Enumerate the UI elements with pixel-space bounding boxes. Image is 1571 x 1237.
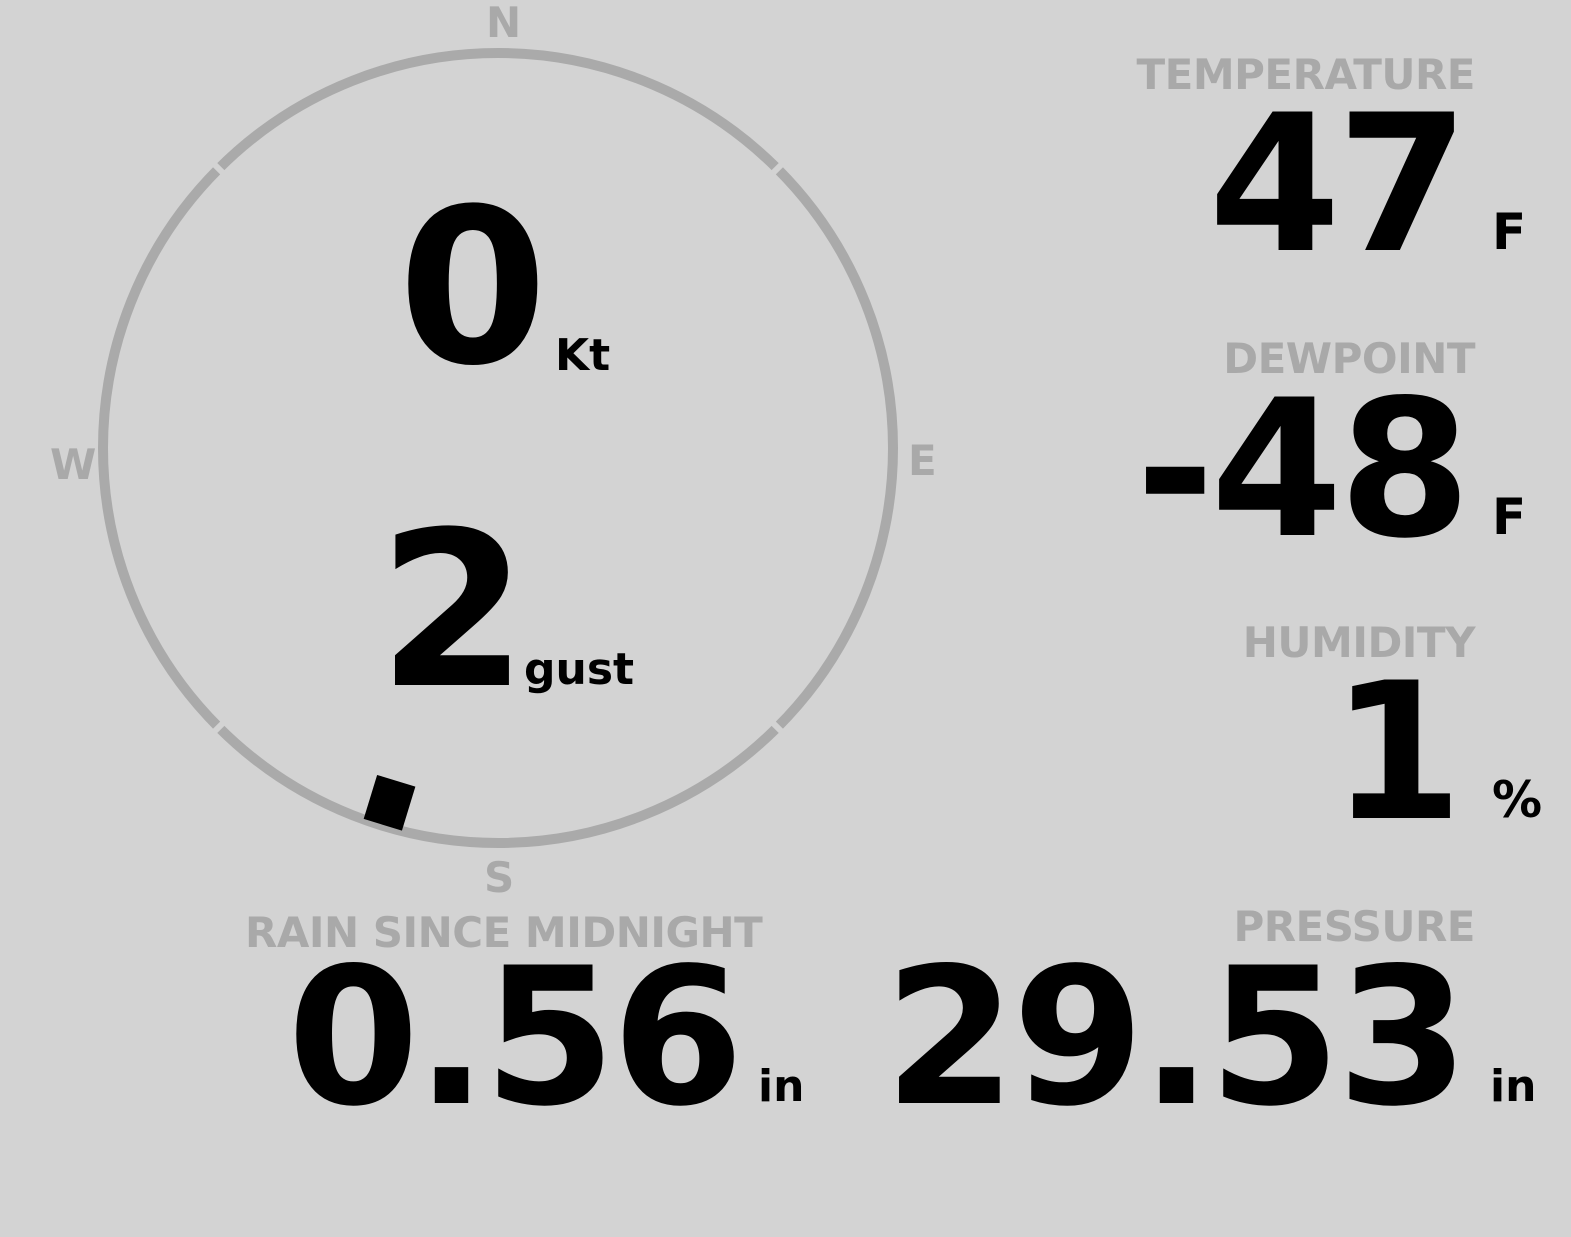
temperature-label: TEMPERATURE xyxy=(1136,50,1476,99)
wind-speed-unit: Kt xyxy=(555,330,611,381)
wind-direction-marker xyxy=(363,774,416,831)
rain-unit: in xyxy=(758,1061,805,1112)
compass-ring xyxy=(98,48,898,848)
compass-west: W xyxy=(50,440,97,489)
dewpoint-unit: F xyxy=(1492,488,1527,546)
compass-south: S xyxy=(484,853,515,902)
wind-speed-value: 0 xyxy=(398,162,548,413)
compass-north: N xyxy=(486,0,522,47)
rain-value: 0.56 xyxy=(287,927,744,1148)
compass-tick xyxy=(768,160,786,178)
wind-gust-value: 2 xyxy=(378,485,528,736)
humidity-value: 1 xyxy=(1330,642,1463,863)
temperature-unit: F xyxy=(1492,203,1527,261)
temperature-value: 47 xyxy=(1208,74,1469,295)
dewpoint-label: DEWPOINT xyxy=(1223,334,1475,383)
pressure-value: 29.53 xyxy=(884,927,1469,1148)
compass-east: E xyxy=(908,436,937,485)
wind-gust-unit: gust xyxy=(524,644,635,695)
rain-label: RAIN SINCE MIDNIGHT xyxy=(245,908,763,957)
pressure-unit: in xyxy=(1490,1061,1537,1112)
humidity-label: HUMIDITY xyxy=(1242,618,1476,667)
dewpoint-value: -48 xyxy=(1135,359,1471,580)
compass-tick xyxy=(768,718,786,736)
compass-tick xyxy=(210,718,228,736)
compass-tick xyxy=(210,160,228,178)
humidity-unit: % xyxy=(1492,771,1543,829)
pressure-label: PRESSURE xyxy=(1233,902,1475,951)
